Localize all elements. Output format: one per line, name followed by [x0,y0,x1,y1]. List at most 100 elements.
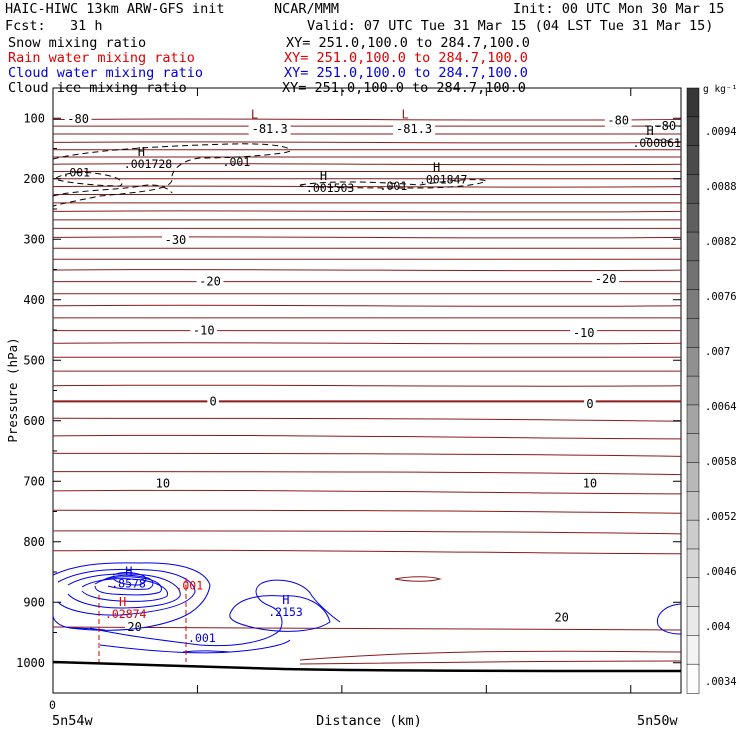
contour-labels: -80-81.3 -81.3-80 -80-30-20 -20-10 -100 010 10… [64,112,679,634]
temp-label-bg [248,123,291,136]
temp-label: -80 [67,112,89,126]
colorbar-tick-label: .0082 [705,236,737,248]
colorbar-swatch [686,491,700,521]
extremum-value: .000861 [632,136,681,150]
field-cloudwater-xy: XY= 251.0,100.0 to 284.7,100.0 [284,65,528,81]
y-tick-label: 100 [23,111,45,125]
contour-value-label: .001 [380,179,408,193]
isotherm-line [52,530,682,535]
isotherm-line [52,185,682,188]
temp-label: -80 [607,114,629,128]
colorbar-swatch [686,174,700,204]
temp-label-bg [125,621,145,634]
isotherm-line [52,509,682,514]
temp-label-bg [190,324,218,337]
isotherm-line [52,549,682,555]
y-tick-label: 900 [23,595,45,609]
y-tick-label: 300 [23,232,45,246]
temp-label: 20 [127,620,141,634]
y-tick-label: 500 [23,353,45,367]
x-start-label: 0 [49,698,56,712]
extremum-marker: H [282,593,289,607]
rain-water-contours [98,578,187,662]
contour-value-label: .001 [175,578,203,592]
field-cloudwater-name: Cloud water mixing ratio [8,65,204,81]
extremum-marker: H [646,124,653,138]
isotherm-line [52,304,682,307]
extremum-marker: L [251,107,258,121]
x-left-label: 5n54w [52,713,94,729]
valid-time: Valid: 07 UTC Tue 31 Mar 15 (04 LST Tue … [307,18,714,34]
colorbar-tick-label: .0088 [705,181,737,193]
extremum-value: .02874 [105,607,147,621]
temp-label: 10 [156,477,170,491]
colorbar-swatch [686,289,700,320]
isotherm-line [52,452,682,457]
isotherm-line [52,434,682,440]
y-tick-label: 600 [23,414,45,428]
temp-label-bg [207,395,219,408]
isotherm-line [299,660,682,665]
isotherm-line [52,417,682,422]
isotherm-line [52,342,682,345]
contour-value-labels: .001 .001 .001 .001 .001 [62,155,407,645]
colorbar-swatch [686,404,700,435]
y-tick-label: 800 [23,535,45,549]
colorbar-tick-label: .0058 [705,456,737,468]
cloud-water-contours [52,562,682,654]
colorbar-tick-label: .004 [705,621,730,633]
extremum-value: .001847 [419,172,468,186]
temp-label: 10 [583,477,597,491]
temp-label-bg [584,397,596,410]
temp-label-bg [196,275,224,288]
contour-value-label: .001 [62,166,90,180]
extremum-marker: H [320,169,327,183]
extremum-value: .8578 [111,577,146,591]
colorbar-swatch [686,318,700,349]
temp-label-bg [153,477,173,490]
x-right-label: 5n50w [637,713,679,729]
temp-label: -10 [573,326,595,340]
temp-label-bg [393,123,436,136]
colorbar-tick-label: .0094 [705,126,737,138]
temp-label-bg [64,112,92,125]
temp-label-bg [162,233,189,246]
snow-contours [52,125,682,207]
extremum-marker: H [433,160,440,174]
extremum-value: .001503 [306,181,355,195]
temp-label: -30 [165,233,187,247]
colorbar-swatch [686,433,700,464]
init-time: Init: 00 UTC Mon 30 Mar 15 [513,1,725,17]
extremum-value: .001728 [124,157,173,171]
isotherm-line [52,269,682,272]
y-tick-label: 200 [23,172,45,186]
colorbar-tick-label: .0034 [705,676,737,688]
colorbar-swatch [686,635,700,665]
temp-label: -81.3 [252,122,288,136]
contour-value-label: .001 [223,155,251,169]
terrain-line [52,660,682,673]
isotherm-line [52,210,682,213]
isotherm-line [52,236,682,239]
temp-label: 0 [586,397,593,411]
y-tick-label: 400 [23,293,45,307]
extremum-marker: H [138,145,145,159]
isotherm-line [52,141,682,144]
extremum-marker: H [119,595,126,609]
y-tick-label: 1000 [16,656,45,670]
colorbar-swatch [686,375,700,406]
highs-and-lows: L LH.001728H.001503H.001847H.000861H.8578… [105,107,681,621]
extremum-value: .2153 [268,605,303,619]
colorbar-swatch [686,548,700,579]
temp-label-bg [592,273,620,286]
temperature-contours [52,118,682,665]
temp-label-bg [604,114,632,127]
isotherm-line [52,118,682,121]
isotherm-line [52,163,682,166]
isotherm-line [394,576,442,582]
temp-label-bg [552,611,572,624]
model-title: HAIC-HIWC 13km ARW-GFS init [5,1,225,17]
colorbar-tick-label: .007 [705,346,730,358]
